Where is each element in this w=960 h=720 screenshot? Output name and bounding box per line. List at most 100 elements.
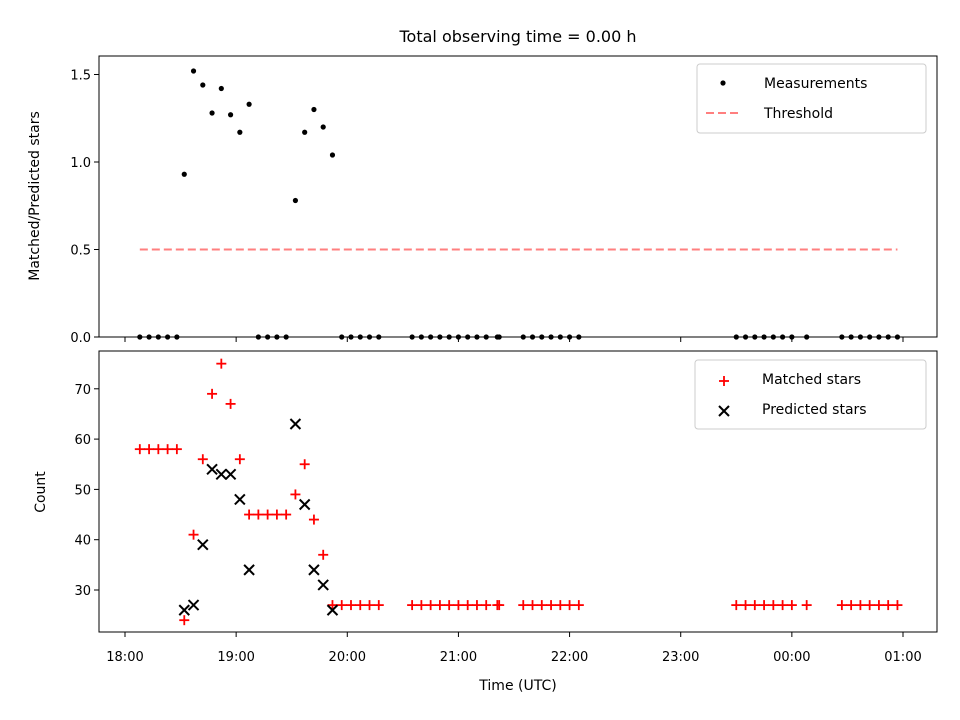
- y-tick-label: 60: [74, 433, 91, 448]
- matched-star-point: [444, 600, 455, 611]
- predicted-star-point: [317, 579, 329, 591]
- matched-star-point: [573, 600, 584, 611]
- matched-star-point: [425, 600, 436, 611]
- matched-star-point: [355, 600, 366, 611]
- matched-star-point: [873, 600, 884, 611]
- matched-star-point: [749, 600, 760, 611]
- matched-star-point: [299, 459, 310, 470]
- matched-star-point: [434, 600, 445, 611]
- matched-star-point: [527, 600, 538, 611]
- matched-star-point: [364, 600, 375, 611]
- matched-star-point: [471, 600, 482, 611]
- matched-star-point: [536, 600, 547, 611]
- matched-star-point: [373, 600, 384, 611]
- ratio-y-axis-label: Matched/Predicted stars: [27, 111, 43, 281]
- matched-star-point: [308, 514, 319, 525]
- y-tick-label: 50: [74, 483, 91, 498]
- measurement-point: [190, 68, 197, 74]
- predicted-star-point: [206, 463, 218, 475]
- x-tick-label: 00:00: [773, 650, 810, 665]
- x-tick-label: 23:00: [662, 650, 699, 665]
- matched-star-point: [740, 600, 751, 611]
- count-panel: 30 40 50 60 70 18:00 19:00 20:00 21:00 22:00 23:0…: [33, 350, 938, 694]
- count-plot-area: [134, 358, 903, 626]
- measurement-point: [181, 171, 187, 177]
- y-tick-label: 0.5: [70, 244, 91, 259]
- measurement-point: [218, 85, 224, 92]
- legend-box: [694, 359, 927, 430]
- matched-star-point: [801, 600, 812, 611]
- predicted-star-point: [187, 599, 200, 611]
- matched-star-point: [271, 509, 282, 520]
- x-tick-label: 01:00: [884, 650, 921, 665]
- matched-star-point: [883, 600, 894, 611]
- matched-star-point: [481, 600, 492, 611]
- matched-star-point: [253, 509, 264, 520]
- measurement-point: [237, 129, 243, 135]
- matched-star-point: [453, 600, 464, 611]
- matched-star-point: [555, 600, 566, 611]
- measurement-point: [200, 82, 206, 88]
- measurement-point: [227, 112, 234, 118]
- ratio-legend: Measurements Threshold: [696, 63, 927, 134]
- x-tick-label: 21:00: [440, 650, 477, 665]
- y-tick-label: 0.0: [70, 331, 91, 346]
- predicted-star-point: [215, 468, 228, 481]
- matched-star-point: [345, 600, 356, 611]
- measurement-point: [311, 106, 317, 113]
- matched-star-point: [846, 600, 857, 611]
- matched-star-point: [171, 444, 182, 455]
- matched-star-point: [318, 549, 329, 560]
- matched-star-point: [162, 444, 173, 455]
- matched-star-point: [327, 600, 338, 611]
- matched-star-point: [864, 600, 875, 611]
- predicted-star-point: [326, 604, 339, 616]
- matched-star-point: [207, 388, 218, 399]
- matched-star-point: [836, 600, 847, 611]
- predicted-star-point: [298, 498, 311, 511]
- measurement-point: [292, 197, 299, 204]
- matched-star-point: [416, 600, 427, 611]
- predicted-star-point: [234, 493, 246, 506]
- count-plot-frame: [98, 350, 938, 633]
- legend-label: Predicted stars: [762, 402, 867, 418]
- legend-label: Measurements: [764, 76, 867, 92]
- x-tick-label: 20:00: [329, 650, 366, 665]
- matched-star-point: [153, 444, 164, 455]
- x-tick-label: 19:00: [217, 650, 254, 665]
- matched-star-point: [719, 376, 729, 386]
- legend-label: Matched stars: [762, 372, 861, 388]
- x-tick-label: 18:00: [106, 650, 143, 665]
- matched-star-point: [777, 600, 788, 611]
- measurement-point: [329, 152, 336, 158]
- predicted-star-point: [243, 564, 255, 576]
- predicted-star-point: [224, 468, 237, 481]
- measurement-point: [302, 129, 308, 135]
- matched-star-point: [892, 600, 903, 611]
- ratio-plot-frame: [98, 55, 938, 338]
- legend-label: Threshold: [763, 106, 833, 122]
- matched-star-point: [855, 600, 866, 611]
- matched-star-point: [786, 600, 797, 611]
- predicted-star-point: [718, 405, 730, 417]
- legend-dot-icon: [720, 80, 726, 86]
- predicted-star-point: [289, 418, 302, 430]
- y-tick-label: 70: [74, 383, 91, 398]
- matched-star-point: [225, 398, 236, 409]
- matched-star-point: [564, 600, 575, 611]
- matched-star-point: [234, 454, 245, 465]
- matched-star-point: [336, 600, 347, 611]
- predicted-star-point: [308, 564, 320, 576]
- x-tick-label: 22:00: [551, 650, 588, 665]
- x-axis-label: Time (UTC): [478, 678, 556, 694]
- predicted-star-point: [178, 604, 190, 616]
- chart-title: Total observing time = 0.00 h: [398, 27, 636, 46]
- y-tick-label: 30: [74, 584, 91, 599]
- count-legend: Matched stars Predicted stars: [694, 359, 927, 430]
- matched-star-point: [407, 600, 418, 611]
- y-tick-label: 40: [74, 534, 91, 549]
- count-y-axis-label: Count: [33, 471, 49, 513]
- matched-star-point: [290, 489, 301, 500]
- matched-star-point: [546, 600, 557, 611]
